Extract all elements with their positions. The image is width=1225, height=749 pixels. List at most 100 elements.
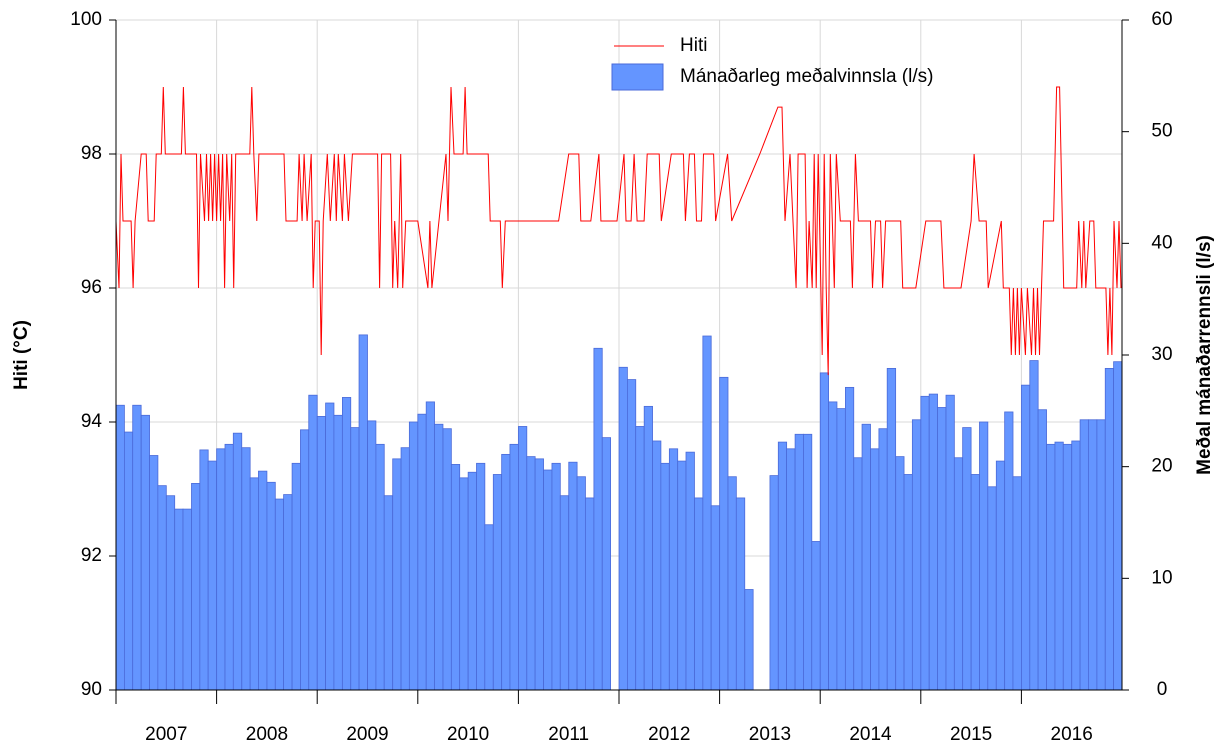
bar	[735, 497, 746, 691]
bar	[568, 461, 578, 691]
bar	[886, 367, 897, 691]
bar	[836, 408, 846, 691]
bar	[995, 460, 1006, 691]
bar	[1046, 443, 1056, 691]
bar	[819, 372, 830, 691]
bar	[953, 457, 964, 691]
bar	[149, 455, 159, 691]
bar	[476, 462, 486, 691]
bar	[668, 448, 679, 691]
bar	[777, 441, 788, 691]
bar	[325, 402, 335, 691]
bar	[417, 413, 427, 691]
bar	[643, 405, 653, 691]
bar	[1096, 419, 1106, 691]
y2-tick-label: 0	[1157, 679, 1168, 700]
bar	[375, 443, 385, 691]
bar	[979, 421, 989, 691]
bar	[501, 453, 511, 691]
bar	[165, 495, 176, 691]
y2-tick-label: 60	[1151, 9, 1172, 30]
x-tick-label: 2007	[145, 724, 187, 745]
bar	[258, 470, 268, 691]
bar	[274, 498, 285, 691]
x-tick-label: 2012	[648, 724, 690, 745]
bar	[627, 379, 637, 691]
bar	[987, 486, 997, 691]
bar	[786, 448, 796, 691]
bar	[534, 458, 544, 691]
bar	[828, 401, 838, 691]
y2-tick-label: 50	[1151, 121, 1172, 142]
x-tick-label: 2015	[950, 724, 992, 745]
y-tick-label: 98	[81, 143, 102, 164]
bar	[584, 497, 595, 691]
bar	[543, 469, 553, 691]
y2-tick-label: 40	[1151, 232, 1172, 253]
bar	[803, 433, 813, 691]
bar	[1087, 419, 1098, 691]
bar	[635, 426, 645, 691]
bar	[459, 477, 469, 691]
bar	[911, 419, 922, 691]
bar	[283, 494, 293, 691]
bar	[794, 433, 804, 691]
bar	[937, 407, 947, 691]
x-tick-label: 2011	[548, 724, 589, 745]
bar	[300, 429, 310, 691]
bar	[400, 447, 410, 691]
bar	[895, 456, 905, 691]
bar	[434, 423, 444, 691]
y-axis-label: Hiti (°C)	[11, 320, 32, 390]
bar	[425, 401, 435, 691]
bar	[1079, 419, 1089, 691]
bar	[216, 448, 226, 691]
bar	[576, 476, 586, 691]
bar	[199, 449, 209, 691]
bar	[333, 414, 343, 691]
bar	[266, 481, 276, 691]
bar	[694, 497, 704, 691]
bar	[518, 426, 528, 691]
bar	[157, 485, 167, 691]
bar	[652, 440, 662, 691]
y2-tick-label: 10	[1151, 567, 1172, 588]
bar	[618, 366, 628, 691]
legend-swatch	[611, 63, 664, 91]
legend-label: Hiti	[680, 35, 707, 56]
bar	[903, 474, 913, 691]
bar	[526, 456, 536, 691]
bar	[249, 477, 259, 691]
bar	[509, 443, 519, 691]
y2-tick-label: 20	[1151, 456, 1172, 477]
bar	[140, 414, 150, 691]
bar	[551, 462, 561, 691]
bar	[492, 474, 503, 691]
bar	[593, 347, 603, 691]
bar	[811, 541, 821, 691]
x-tick-label: 2009	[346, 724, 388, 745]
bar	[559, 495, 570, 691]
bar	[342, 397, 352, 691]
bar	[207, 460, 217, 691]
bar	[920, 395, 930, 691]
bar	[878, 428, 888, 691]
bar	[350, 427, 360, 691]
bar	[115, 404, 125, 691]
y2-tick-label: 30	[1151, 344, 1172, 365]
bar	[1004, 411, 1014, 691]
bar	[450, 464, 461, 691]
bar	[132, 404, 142, 691]
bar	[442, 428, 452, 691]
bar	[769, 475, 779, 691]
bar	[962, 427, 972, 691]
bar	[232, 432, 243, 691]
bar	[928, 393, 938, 691]
x-tick-label: 2016	[1051, 724, 1093, 745]
bar	[224, 443, 234, 691]
bar	[408, 421, 419, 691]
y-tick-label: 90	[81, 679, 102, 700]
x-tick-label: 2010	[447, 724, 489, 745]
bar	[241, 447, 251, 691]
bar	[853, 457, 863, 691]
